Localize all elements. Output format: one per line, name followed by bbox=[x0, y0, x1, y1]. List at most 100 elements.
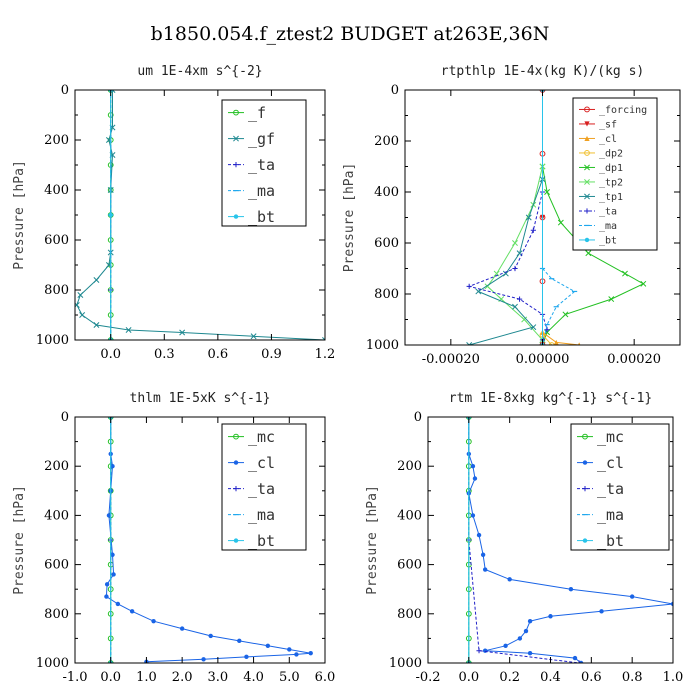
data-point bbox=[517, 636, 523, 641]
data-point bbox=[79, 312, 86, 318]
data-point bbox=[562, 311, 569, 318]
legend-marker bbox=[584, 106, 590, 113]
data-point bbox=[512, 265, 518, 272]
y-axis-label: Pressure [hPa] bbox=[342, 163, 357, 273]
data-point bbox=[470, 464, 476, 469]
y-tick-label: 800 bbox=[44, 607, 69, 622]
legend-label: _sf bbox=[599, 119, 617, 130]
series-line-tp1 bbox=[469, 179, 543, 345]
legend-marker bbox=[233, 486, 239, 492]
panel-1: um 1E-4xm s^{-2} Pressure [hPa] 0 200 400 600… bbox=[12, 64, 335, 362]
x-tick-label: 2.0 bbox=[172, 670, 193, 685]
y-tick-label: 1000 bbox=[36, 656, 69, 671]
x-tick-label: 1.0 bbox=[136, 670, 157, 685]
legend-marker bbox=[233, 460, 239, 465]
data-point bbox=[476, 648, 482, 654]
data-point bbox=[115, 601, 121, 607]
y-tick-label: 600 bbox=[397, 558, 422, 573]
data-point bbox=[93, 277, 100, 283]
legend-label: _cl bbox=[248, 454, 275, 472]
x-tick-label: 0.00000 bbox=[516, 352, 570, 367]
data-point bbox=[576, 660, 582, 663]
data-point bbox=[129, 609, 135, 614]
data-point bbox=[525, 214, 532, 221]
series-group bbox=[466, 90, 647, 345]
legend-label: _ta bbox=[597, 480, 624, 498]
legend-label: _forcing bbox=[599, 105, 647, 116]
data-point bbox=[108, 212, 113, 218]
y-tick-label: 0 bbox=[61, 410, 69, 425]
legend-label: _bt bbox=[248, 532, 275, 550]
data-point bbox=[93, 322, 100, 328]
x-tick-label: 0.6 bbox=[208, 347, 229, 362]
x-tick-label: 0.3 bbox=[154, 347, 175, 362]
x-tick-label: 6.0 bbox=[315, 670, 336, 685]
data-point bbox=[512, 303, 518, 310]
series-line-cl bbox=[105, 417, 311, 663]
y-tick-label: 600 bbox=[44, 233, 69, 248]
data-point bbox=[104, 594, 109, 599]
legend-label: _tp2 bbox=[599, 177, 623, 188]
y-tick-label: 200 bbox=[397, 459, 422, 474]
x-tick-label: 0.8 bbox=[622, 670, 643, 685]
legend-label: _ma bbox=[597, 506, 624, 524]
data-point bbox=[106, 513, 112, 518]
data-point bbox=[265, 643, 271, 648]
data-point bbox=[553, 339, 559, 345]
legend-label: _ma bbox=[248, 182, 275, 200]
legend-label: _ta bbox=[599, 206, 617, 217]
x-tick-label: 0.0 bbox=[100, 670, 121, 685]
legend-label: _dp1 bbox=[599, 163, 623, 174]
x-tick-label: 0.9 bbox=[261, 347, 282, 362]
data-point bbox=[308, 650, 313, 656]
data-point bbox=[151, 618, 156, 624]
legend-label: _dp2 bbox=[599, 148, 623, 159]
data-point bbox=[476, 532, 482, 538]
data-point bbox=[608, 296, 615, 303]
data-point bbox=[530, 324, 537, 331]
legend-label: _tp1 bbox=[599, 192, 623, 203]
legend-label: _ta bbox=[248, 156, 275, 174]
data-point bbox=[125, 327, 132, 333]
data-point bbox=[572, 655, 578, 661]
legend: _f _gf _ta _ma _bt bbox=[221, 99, 307, 227]
legend-marker bbox=[582, 460, 588, 465]
panel-title: rtpthlp 1E-4x(kg K)/(kg s) bbox=[441, 64, 645, 79]
legend-marker bbox=[584, 135, 590, 142]
legend: _mc _cl _ta _ma _bt bbox=[221, 423, 307, 551]
legend: _forcing _sf _cl _dp2 _dp1 _tp2 _tp1 _ta _ma _bt bbox=[572, 97, 658, 251]
data-point bbox=[557, 219, 564, 226]
x-tick-label: -1.0 bbox=[62, 670, 87, 685]
legend-marker bbox=[584, 193, 590, 200]
legend-label: _cl bbox=[597, 454, 624, 472]
data-point bbox=[568, 587, 574, 592]
legend-label: _f bbox=[248, 104, 266, 122]
data-point bbox=[322, 337, 325, 340]
data-point bbox=[523, 628, 529, 634]
data-point bbox=[544, 189, 551, 195]
legend-marker bbox=[233, 109, 239, 116]
series-line-dp1 bbox=[542, 166, 645, 345]
legend: _mc _cl _ta _ma _bt bbox=[570, 423, 670, 551]
panel-title: um 1E-4xm s^{-2} bbox=[137, 64, 262, 79]
x-tick-label: 0.0 bbox=[100, 347, 121, 362]
series-line-ma bbox=[542, 268, 576, 345]
data-point bbox=[622, 270, 628, 277]
legend-marker bbox=[582, 538, 588, 543]
data-point bbox=[77, 292, 84, 298]
y-tick-label: 400 bbox=[44, 508, 69, 523]
data-point bbox=[294, 652, 299, 657]
data-point bbox=[104, 582, 110, 587]
legend-label: _bt bbox=[599, 235, 617, 246]
x-tick-label: 4.0 bbox=[243, 670, 264, 685]
x-tick-label: 0.00020 bbox=[607, 352, 661, 367]
legend-marker bbox=[584, 121, 590, 127]
data-point bbox=[493, 270, 500, 277]
data-point bbox=[179, 626, 185, 631]
y-tick-label: 800 bbox=[44, 283, 69, 298]
data-point bbox=[201, 657, 206, 662]
y-tick-label: 0 bbox=[391, 83, 399, 98]
y-tick-label: 200 bbox=[374, 134, 399, 149]
legend-marker bbox=[233, 433, 239, 440]
